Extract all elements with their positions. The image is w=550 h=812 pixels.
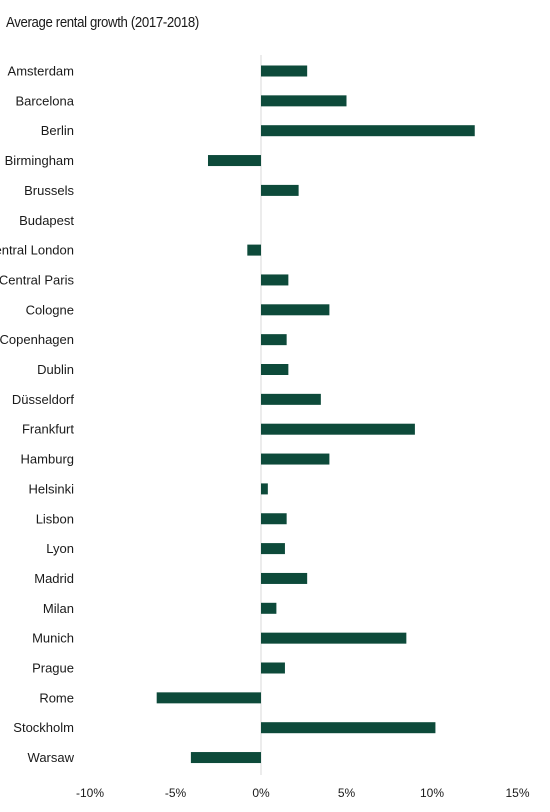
category-label: Budapest [19, 213, 74, 228]
category-label: Lisbon [36, 511, 74, 526]
chart-title: Average rental growth (2017-2018) [6, 14, 199, 31]
x-tick-label: 15% [505, 786, 529, 800]
bar [261, 572, 308, 584]
x-tick-label: 0% [252, 786, 270, 800]
bar [261, 184, 299, 196]
x-tick-label: -10% [76, 786, 104, 800]
category-label: Amsterdam [8, 64, 74, 79]
bar [261, 65, 308, 77]
bar [261, 602, 277, 614]
bar [261, 393, 321, 405]
bar [261, 543, 285, 555]
category-label: Barcelona [15, 93, 74, 108]
category-label: Berlin [41, 123, 74, 138]
category-label: Birmingham [5, 153, 74, 168]
category-label: Madrid [34, 571, 74, 586]
category-label: Warsaw [28, 750, 75, 765]
category-label: Brussels [24, 183, 74, 198]
category-label: Düsseldorf [12, 392, 75, 407]
bar [261, 513, 287, 525]
category-label: Rome [39, 690, 74, 705]
category-label: Munich [32, 631, 74, 646]
category-label: Central London [0, 243, 74, 258]
category-label: Lyon [46, 541, 74, 556]
bar [261, 334, 287, 346]
bar [261, 722, 436, 734]
category-label: Frankfurt [22, 422, 74, 437]
category-label: Hamburg [21, 452, 74, 467]
category-label: Helsinki [28, 481, 74, 496]
bar [261, 125, 475, 137]
bar [261, 632, 407, 644]
x-tick-label: 10% [420, 786, 444, 800]
category-label: Stockholm [13, 720, 74, 735]
category-label: Dublin [37, 362, 74, 377]
bar [247, 244, 261, 256]
bar [261, 423, 415, 435]
bar [261, 364, 289, 375]
bar [190, 752, 261, 764]
category-label: Cologne [26, 302, 74, 317]
category-label: Central Paris [0, 272, 74, 287]
bar [261, 483, 268, 495]
category-label: Copenhagen [0, 332, 74, 347]
bar [156, 692, 261, 704]
bar [207, 155, 261, 167]
bar [261, 95, 347, 107]
bar [261, 274, 289, 286]
bar [261, 304, 330, 316]
x-tick-label: 5% [338, 786, 356, 800]
bar [261, 453, 330, 465]
bar [261, 662, 285, 674]
x-tick-label: -5% [165, 786, 187, 800]
category-label: Prague [32, 661, 74, 676]
category-label: Milan [43, 601, 74, 616]
